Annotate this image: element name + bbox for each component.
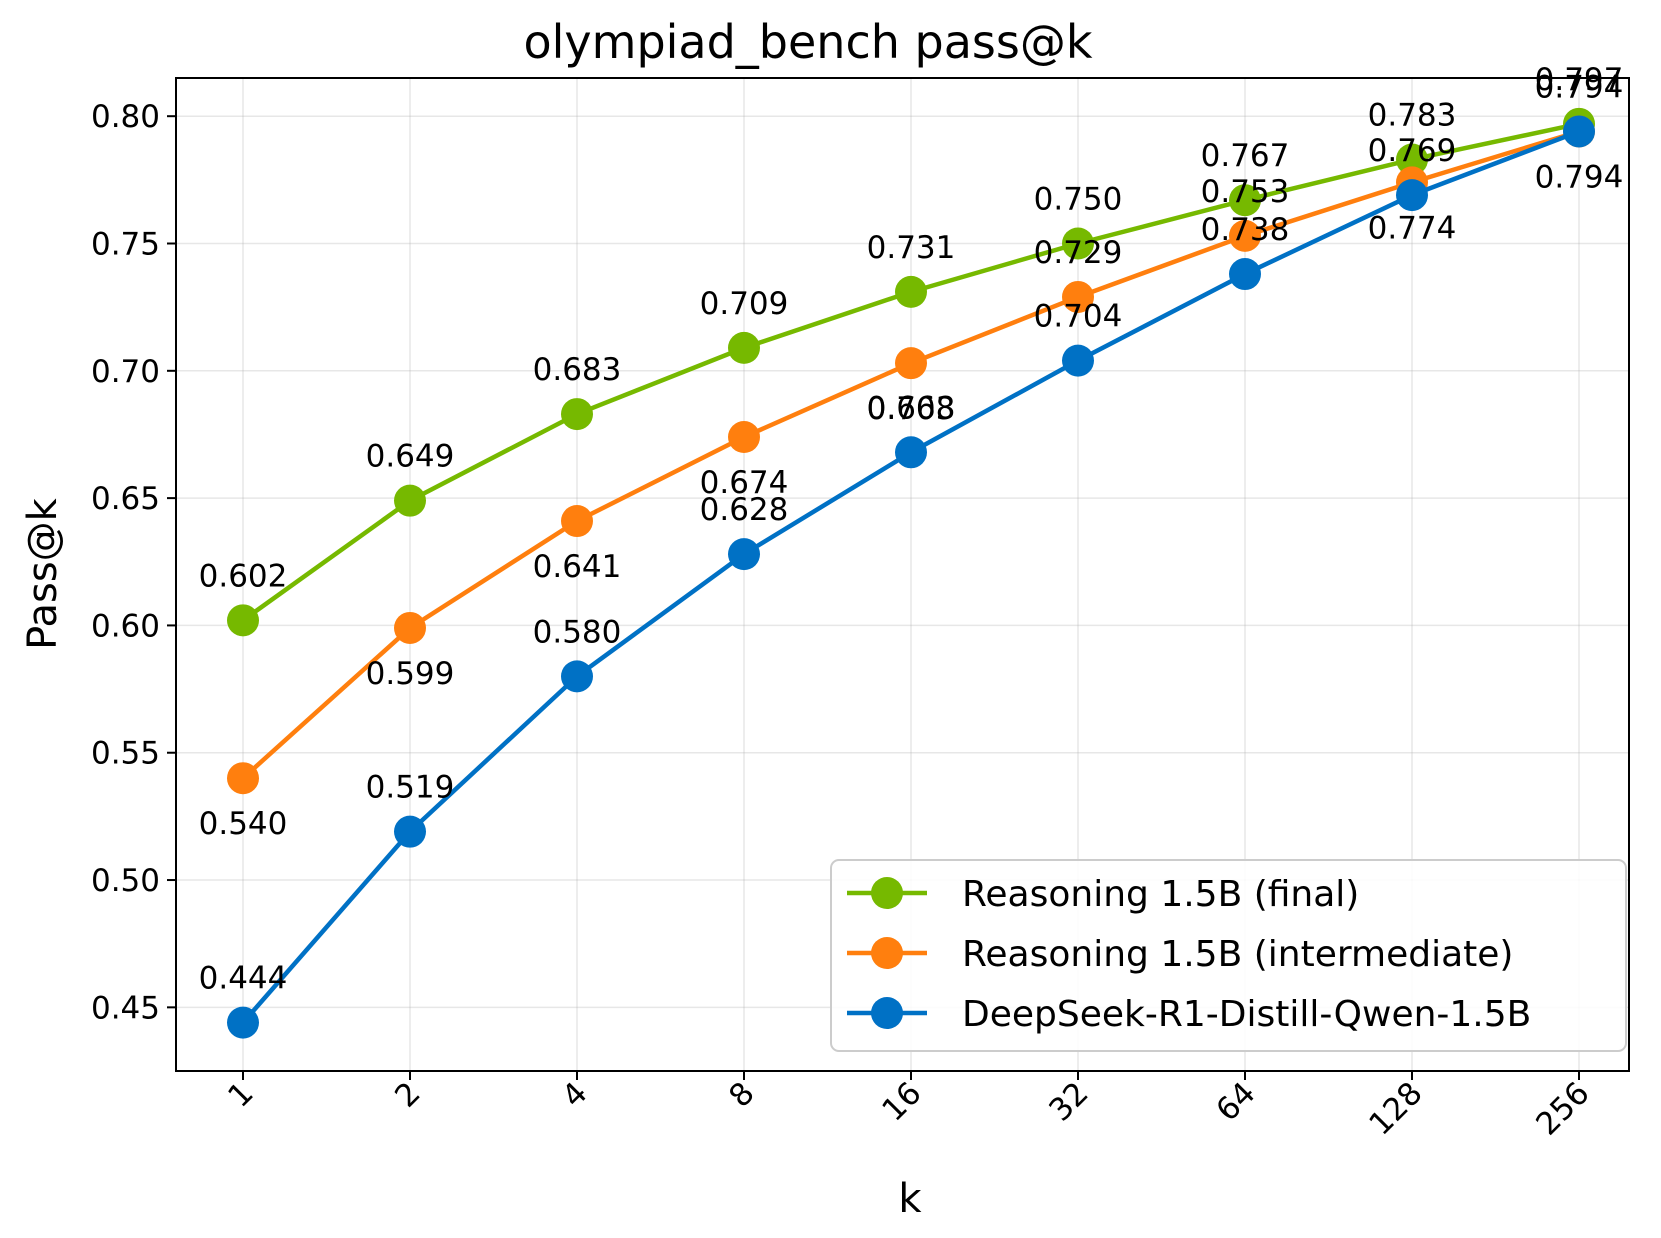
data-point: [561, 660, 593, 693]
y-tick-label: 0.80: [91, 99, 160, 135]
data-point: [227, 604, 259, 637]
data-label: 0.738: [1201, 212, 1290, 248]
y-tick-label: 0.65: [91, 481, 160, 517]
legend-label: DeepSeek-R1-Distill-Qwen-1.5B: [962, 994, 1531, 1035]
data-label: 0.519: [366, 770, 455, 806]
y-tick-label: 0.75: [91, 227, 160, 263]
y-tick-label: 0.60: [91, 608, 160, 644]
data-point: [1062, 227, 1094, 260]
plot-frame: [175, 77, 1630, 1072]
data-label: 0.753: [1201, 174, 1290, 210]
data-label: 0.444: [199, 961, 288, 997]
series-group: [227, 107, 1595, 1039]
y-tick-label: 0.70: [91, 354, 160, 390]
data-point: [227, 762, 259, 795]
data-label: 0.668: [867, 390, 956, 426]
data-label: 0.750: [1034, 182, 1123, 218]
data-label: 0.540: [199, 806, 288, 842]
data-label: 0.628: [700, 492, 789, 528]
y-tick-label: 0.55: [91, 736, 160, 772]
data-point: [895, 275, 927, 308]
legend-label: Reasoning 1.5B (final): [962, 874, 1359, 915]
data-point: [1563, 115, 1595, 148]
data-label: 0.703: [867, 391, 956, 427]
legend-box: [830, 859, 1627, 1052]
data-point: [394, 484, 426, 517]
data-label: 0.794: [1535, 69, 1624, 105]
legend-marker: [871, 997, 903, 1029]
data-label: 0.797: [1535, 62, 1624, 98]
data-label: 0.729: [1034, 235, 1123, 271]
data-label: 0.674: [700, 465, 789, 501]
data-label: 0.649: [366, 439, 455, 475]
data-point: [728, 421, 760, 454]
y-tick-label: 0.45: [91, 990, 160, 1026]
data-label: 0.602: [199, 558, 288, 594]
data-point: [561, 505, 593, 538]
data-point: [895, 436, 927, 469]
data-point: [895, 347, 927, 380]
data-point: [394, 815, 426, 848]
data-label: 0.709: [700, 286, 789, 322]
data-label: 0.794: [1535, 159, 1624, 195]
data-label: 0.580: [533, 614, 622, 650]
data-label: 0.704: [1034, 299, 1123, 335]
data-point: [1229, 184, 1261, 217]
data-label: 0.767: [1201, 138, 1290, 174]
data-label: 0.769: [1368, 133, 1457, 169]
legend-marker: [871, 937, 903, 969]
data-point: [1396, 143, 1428, 176]
data-label: 0.731: [867, 230, 956, 266]
y-axis-label: Pass@k: [20, 497, 66, 650]
data-label: 0.783: [1368, 97, 1457, 133]
data-point: [561, 398, 593, 431]
data-label: 0.683: [533, 352, 622, 388]
data-point: [1229, 219, 1261, 252]
data-point: [394, 611, 426, 644]
data-point: [728, 538, 760, 571]
x-axis-label: k: [898, 1176, 922, 1222]
data-label: 0.599: [366, 656, 455, 692]
chart-title: olympiad_bench pass@k: [523, 15, 1092, 69]
data-point: [728, 331, 760, 364]
data-point: [1062, 344, 1094, 377]
legend-marker: [871, 877, 903, 909]
data-point: [1229, 258, 1261, 291]
data-labels: 0.602 0.649 0.683 0.709 0.731 0.750 0.767 0.783…: [199, 62, 1624, 997]
legend-label: Reasoning 1.5B (intermediate): [962, 934, 1513, 975]
y-tick-label: 0.50: [91, 863, 160, 899]
data-point: [1396, 179, 1428, 212]
data-point: [227, 1006, 259, 1039]
data-point: [1062, 280, 1094, 313]
legend: Reasoning 1.5B (final) Reasoning 1.5B (in…: [830, 859, 1627, 1052]
data-label: 0.774: [1368, 210, 1457, 246]
data-label: 0.641: [533, 549, 622, 585]
